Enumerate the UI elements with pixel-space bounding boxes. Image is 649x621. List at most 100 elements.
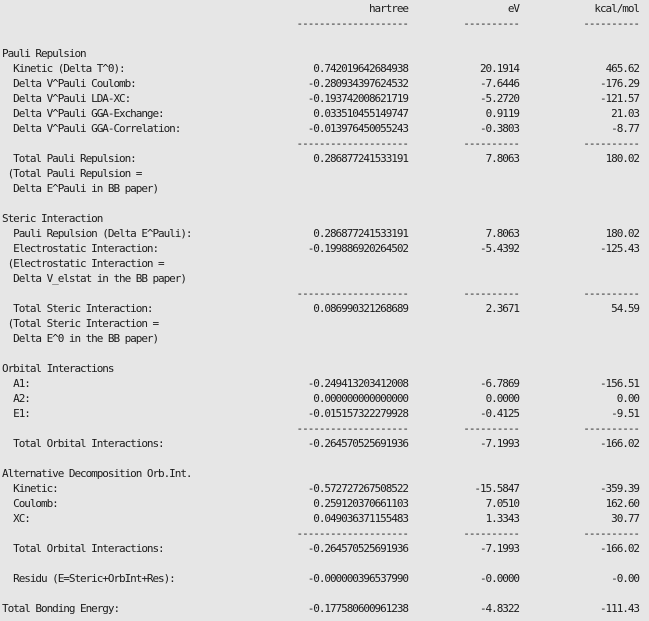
kcal-value: ----------	[583, 422, 640, 435]
row-label: Total Bonding Energy:	[2, 602, 120, 615]
output-line: Orbital Interactions	[2, 361, 647, 376]
ev-value: eV	[507, 2, 520, 15]
row-label: Steric Interaction	[2, 212, 103, 225]
ev-value: -15.5847	[474, 482, 520, 495]
output-line: Delta V_elstat in the BB paper)	[2, 271, 647, 286]
output-line: Pauli Repulsion (Delta E^Pauli): 0.286877…	[2, 226, 647, 241]
output-line: -------------------- ---------- ----------	[2, 16, 647, 31]
kcal-value: ----------	[583, 527, 640, 540]
output-line: (Total Pauli Repulsion =	[2, 166, 647, 181]
row-label: Electrostatic Interaction:	[2, 242, 159, 255]
ev-value: -0.0000	[479, 572, 520, 585]
output-line: Delta V^Pauli LDA-XC: -0.193742008621719 -…	[2, 91, 647, 106]
hartree-value: 0.286877241533191	[313, 227, 409, 240]
kcal-value: 21.03	[611, 107, 640, 120]
hartree-value: hartree	[368, 2, 409, 15]
row-label: Total Pauli Repulsion:	[2, 152, 137, 165]
ev-value: 2.3671	[485, 302, 521, 315]
kcal-value: ----------	[583, 137, 640, 150]
output-line: Total Bonding Energy: -0.177580600961238 -…	[2, 601, 647, 616]
row-label: Residu (E=Steric+OrbInt+Res):	[2, 572, 176, 585]
hartree-value: 0.286877241533191	[313, 152, 409, 165]
row-label: XC:	[2, 512, 31, 525]
hartree-value: -0.264570525691936	[307, 542, 409, 555]
output-line: E1: -0.015157322279928 -0.4125 -9.51	[2, 406, 647, 421]
ev-value: 0.0000	[485, 392, 521, 405]
output-line: -------------------- ---------- ----------	[2, 526, 647, 541]
kcal-value: ----------	[583, 287, 640, 300]
row-label: E1:	[2, 407, 31, 420]
kcal-value: kcal/mol	[594, 2, 640, 15]
output-line: Delta V^Pauli GGA-Exchange: 0.03351045514…	[2, 106, 647, 121]
ev-value: -4.8322	[479, 602, 520, 615]
ev-value: ----------	[463, 137, 520, 150]
output-line: hartree eV kcal/mol	[2, 1, 647, 16]
output-line: Electrostatic Interaction: -0.19988692026…	[2, 241, 647, 256]
row-label: Kinetic (Delta T^0):	[2, 62, 126, 75]
row-label: Delta E^0 in the BB paper)	[2, 332, 159, 345]
hartree-value: -0.015157322279928	[307, 407, 409, 420]
kcal-value: -121.57	[599, 92, 640, 105]
row-label: Total Orbital Interactions:	[2, 437, 165, 450]
ev-value: -5.2720	[479, 92, 520, 105]
kcal-value: -125.43	[599, 242, 640, 255]
ev-value: ----------	[463, 527, 520, 540]
hartree-value: --------------------	[296, 422, 410, 435]
hartree-value: -0.199886920264502	[307, 242, 409, 255]
output-line: Delta E^Pauli in BB paper)	[2, 181, 647, 196]
kcal-value: -0.00	[611, 572, 640, 585]
hartree-value: --------------------	[296, 137, 410, 150]
kcal-value: -9.51	[611, 407, 640, 420]
output-line	[2, 451, 647, 466]
ev-value: ----------	[463, 287, 520, 300]
ev-value: -7.1993	[479, 542, 520, 555]
ev-value: -7.1993	[479, 437, 520, 450]
hartree-value: 0.000000000000000	[313, 392, 409, 405]
output-line: -------------------- ---------- ----------	[2, 136, 647, 151]
output-line: Pauli Repulsion	[2, 46, 647, 61]
hartree-value: -0.249413203412008	[307, 377, 409, 390]
row-label: Kinetic:	[2, 482, 59, 495]
ev-value: 7.8063	[485, 227, 521, 240]
kcal-value: -8.77	[611, 122, 640, 135]
row-label: Orbital Interactions	[2, 362, 115, 375]
output-line: Kinetic: -0.572727267508522 -15.5847 -359.3…	[2, 481, 647, 496]
output-line	[2, 586, 647, 601]
hartree-value: -0.264570525691936	[307, 437, 409, 450]
output-line: Steric Interaction	[2, 211, 647, 226]
kcal-value: -111.43	[599, 602, 640, 615]
hartree-value: --------------------	[296, 527, 410, 540]
row-label: Coulomb:	[2, 497, 59, 510]
hartree-value: -0.177580600961238	[307, 602, 409, 615]
row-label: Delta V^Pauli GGA-Exchange:	[2, 107, 165, 120]
ev-value: 7.8063	[485, 152, 521, 165]
ev-value: 20.1914	[479, 62, 520, 75]
row-label: Pauli Repulsion	[2, 47, 87, 60]
kcal-value: ----------	[583, 17, 640, 30]
kcal-value: 30.77	[611, 512, 640, 525]
output-line: Kinetic (Delta T^0): 0.742019642684938 20.…	[2, 61, 647, 76]
hartree-value: 0.086990321268689	[313, 302, 409, 315]
output-line: Delta V^Pauli GGA-Correlation: -0.0139764…	[2, 121, 647, 136]
row-label: Delta V^Pauli LDA-XC:	[2, 92, 131, 105]
row-label: (Total Pauli Repulsion =	[2, 167, 143, 180]
output-line	[2, 556, 647, 571]
kcal-value: 0.00	[616, 392, 640, 405]
hartree-value: -0.193742008621719	[307, 92, 409, 105]
output-line: (Electrostatic Interaction =	[2, 256, 647, 271]
output-line: Residu (E=Steric+OrbInt+Res): -0.00000039…	[2, 571, 647, 586]
hartree-value: -0.013976450055243	[307, 122, 409, 135]
output-line: Total Pauli Repulsion: 0.286877241533191 7…	[2, 151, 647, 166]
row-label: Pauli Repulsion (Delta E^Pauli):	[2, 227, 192, 240]
hartree-value: -0.572727267508522	[307, 482, 409, 495]
kcal-value: -156.51	[599, 377, 640, 390]
row-label: A2:	[2, 392, 31, 405]
ev-value: 1.3343	[485, 512, 521, 525]
ev-value: -5.4392	[479, 242, 520, 255]
ev-value: ----------	[463, 17, 520, 30]
kcal-value: 54.59	[611, 302, 640, 315]
ev-value: 7.0510	[485, 497, 521, 510]
ev-value: -6.7869	[479, 377, 520, 390]
output-line: Total Steric Interaction: 0.0869903212686…	[2, 301, 647, 316]
output-line: Coulomb: 0.259120370661103 7.0510 162.60	[2, 496, 647, 511]
